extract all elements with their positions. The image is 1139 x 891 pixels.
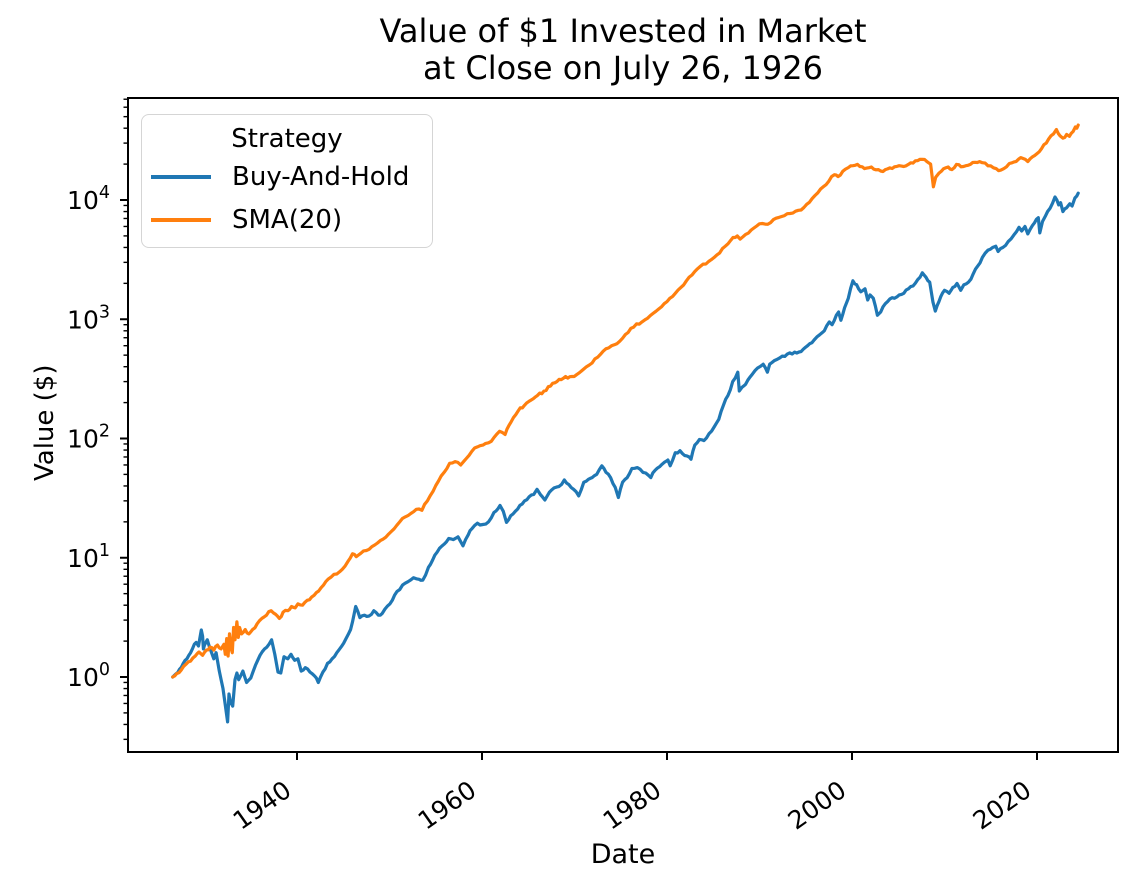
chart-title: Value of $1 Invested in Market at Close …	[128, 13, 1118, 87]
chart-title-line-2: at Close on July 26, 1926	[423, 49, 823, 87]
x-tick-label: 1960	[413, 775, 482, 835]
x-tick-label: 1980	[598, 775, 667, 835]
series-group	[171, 123, 1080, 724]
legend-label-buy-and-hold: Buy-And-Hold	[232, 161, 410, 192]
x-tick-label: 1940	[228, 775, 297, 835]
x-axis-label: Date	[590, 839, 656, 870]
line-buy-and-hold	[171, 191, 1080, 724]
y-axis-label: Value ($)	[30, 364, 60, 482]
y-tick-label: 100	[67, 660, 110, 692]
legend: Strategy Buy-And-Hold SMA(20)	[141, 114, 433, 248]
y-tick-label: 103	[67, 302, 110, 334]
line-sma-20-	[171, 123, 1080, 679]
legend-label-sma20: SMA(20)	[232, 204, 343, 235]
y-tick-label: 104	[67, 183, 110, 215]
y-tick-label: 102	[67, 422, 110, 454]
legend-entry-sma20: SMA(20)	[142, 198, 432, 241]
plot-border	[127, 97, 1119, 753]
x-tick-label: 2020	[968, 775, 1037, 835]
chart-title-line-1: Value of $1 Invested in Market	[379, 12, 867, 50]
y-tick-label: 101	[67, 541, 110, 573]
legend-title: Strategy	[231, 124, 343, 154]
legend-swatch-buy-and-hold-line	[151, 174, 211, 179]
legend-swatch-sma20-line	[151, 217, 211, 222]
x-tick-label: 2000	[783, 775, 852, 835]
legend-entry-buy-and-hold: Buy-And-Hold	[142, 155, 432, 198]
